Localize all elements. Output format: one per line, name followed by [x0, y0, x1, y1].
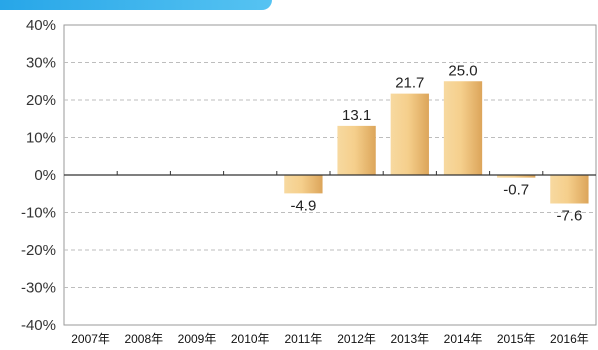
y-tick-label: 40% — [26, 17, 56, 34]
x-tick-label: 2014年 — [444, 332, 483, 346]
y-tick-label: 10% — [26, 130, 56, 147]
y-tick-label: 0% — [34, 167, 56, 184]
y-tick-label: 20% — [26, 92, 56, 109]
x-tick-label: 2010年 — [231, 332, 270, 346]
y-tick-labels: 40% 30% 20% 10% 0% -10% -20% -30% -40% — [21, 17, 56, 334]
data-labels: -4.9 13.1 21.7 25.0 -0.7 -7.6 — [290, 62, 582, 224]
data-label: -7.6 — [556, 208, 582, 225]
x-tick-label: 2011年 — [284, 332, 322, 346]
y-tick-label: 30% — [26, 55, 56, 72]
x-tick-label: 2013年 — [390, 332, 429, 346]
bar-2013 — [390, 93, 429, 175]
bar-2016 — [550, 175, 589, 204]
bar-2011 — [284, 175, 323, 194]
y-tick-label: -20% — [21, 242, 56, 259]
x-tick-label: 2015年 — [497, 332, 536, 346]
data-label: -0.7 — [503, 182, 529, 199]
header-accent-bar — [0, 0, 272, 10]
data-label: -4.9 — [290, 197, 316, 214]
data-label: 25.0 — [448, 62, 477, 79]
x-tick-label: 2016年 — [550, 332, 589, 346]
bars — [284, 81, 589, 204]
x-tick-label: 2009年 — [178, 332, 217, 346]
y-tick-label: -30% — [21, 280, 56, 297]
x-tick-label: 2012年 — [337, 332, 376, 346]
axes — [64, 171, 596, 176]
x-tick-label: 2007年 — [71, 332, 110, 346]
data-label: 13.1 — [342, 107, 371, 124]
y-tick-label: -10% — [21, 205, 56, 222]
x-tick-labels: 2007年 2008年 2009年 2010年 2011年 2012年 2013年 2014年… — [71, 332, 589, 346]
bar-2012 — [337, 125, 376, 175]
x-tick-label: 2008年 — [124, 332, 163, 346]
bar-2014 — [443, 81, 483, 175]
gridlines — [64, 62, 596, 288]
y-tick-label: -40% — [21, 317, 56, 334]
bar-2015 — [497, 175, 536, 178]
data-label: 21.7 — [395, 75, 424, 92]
